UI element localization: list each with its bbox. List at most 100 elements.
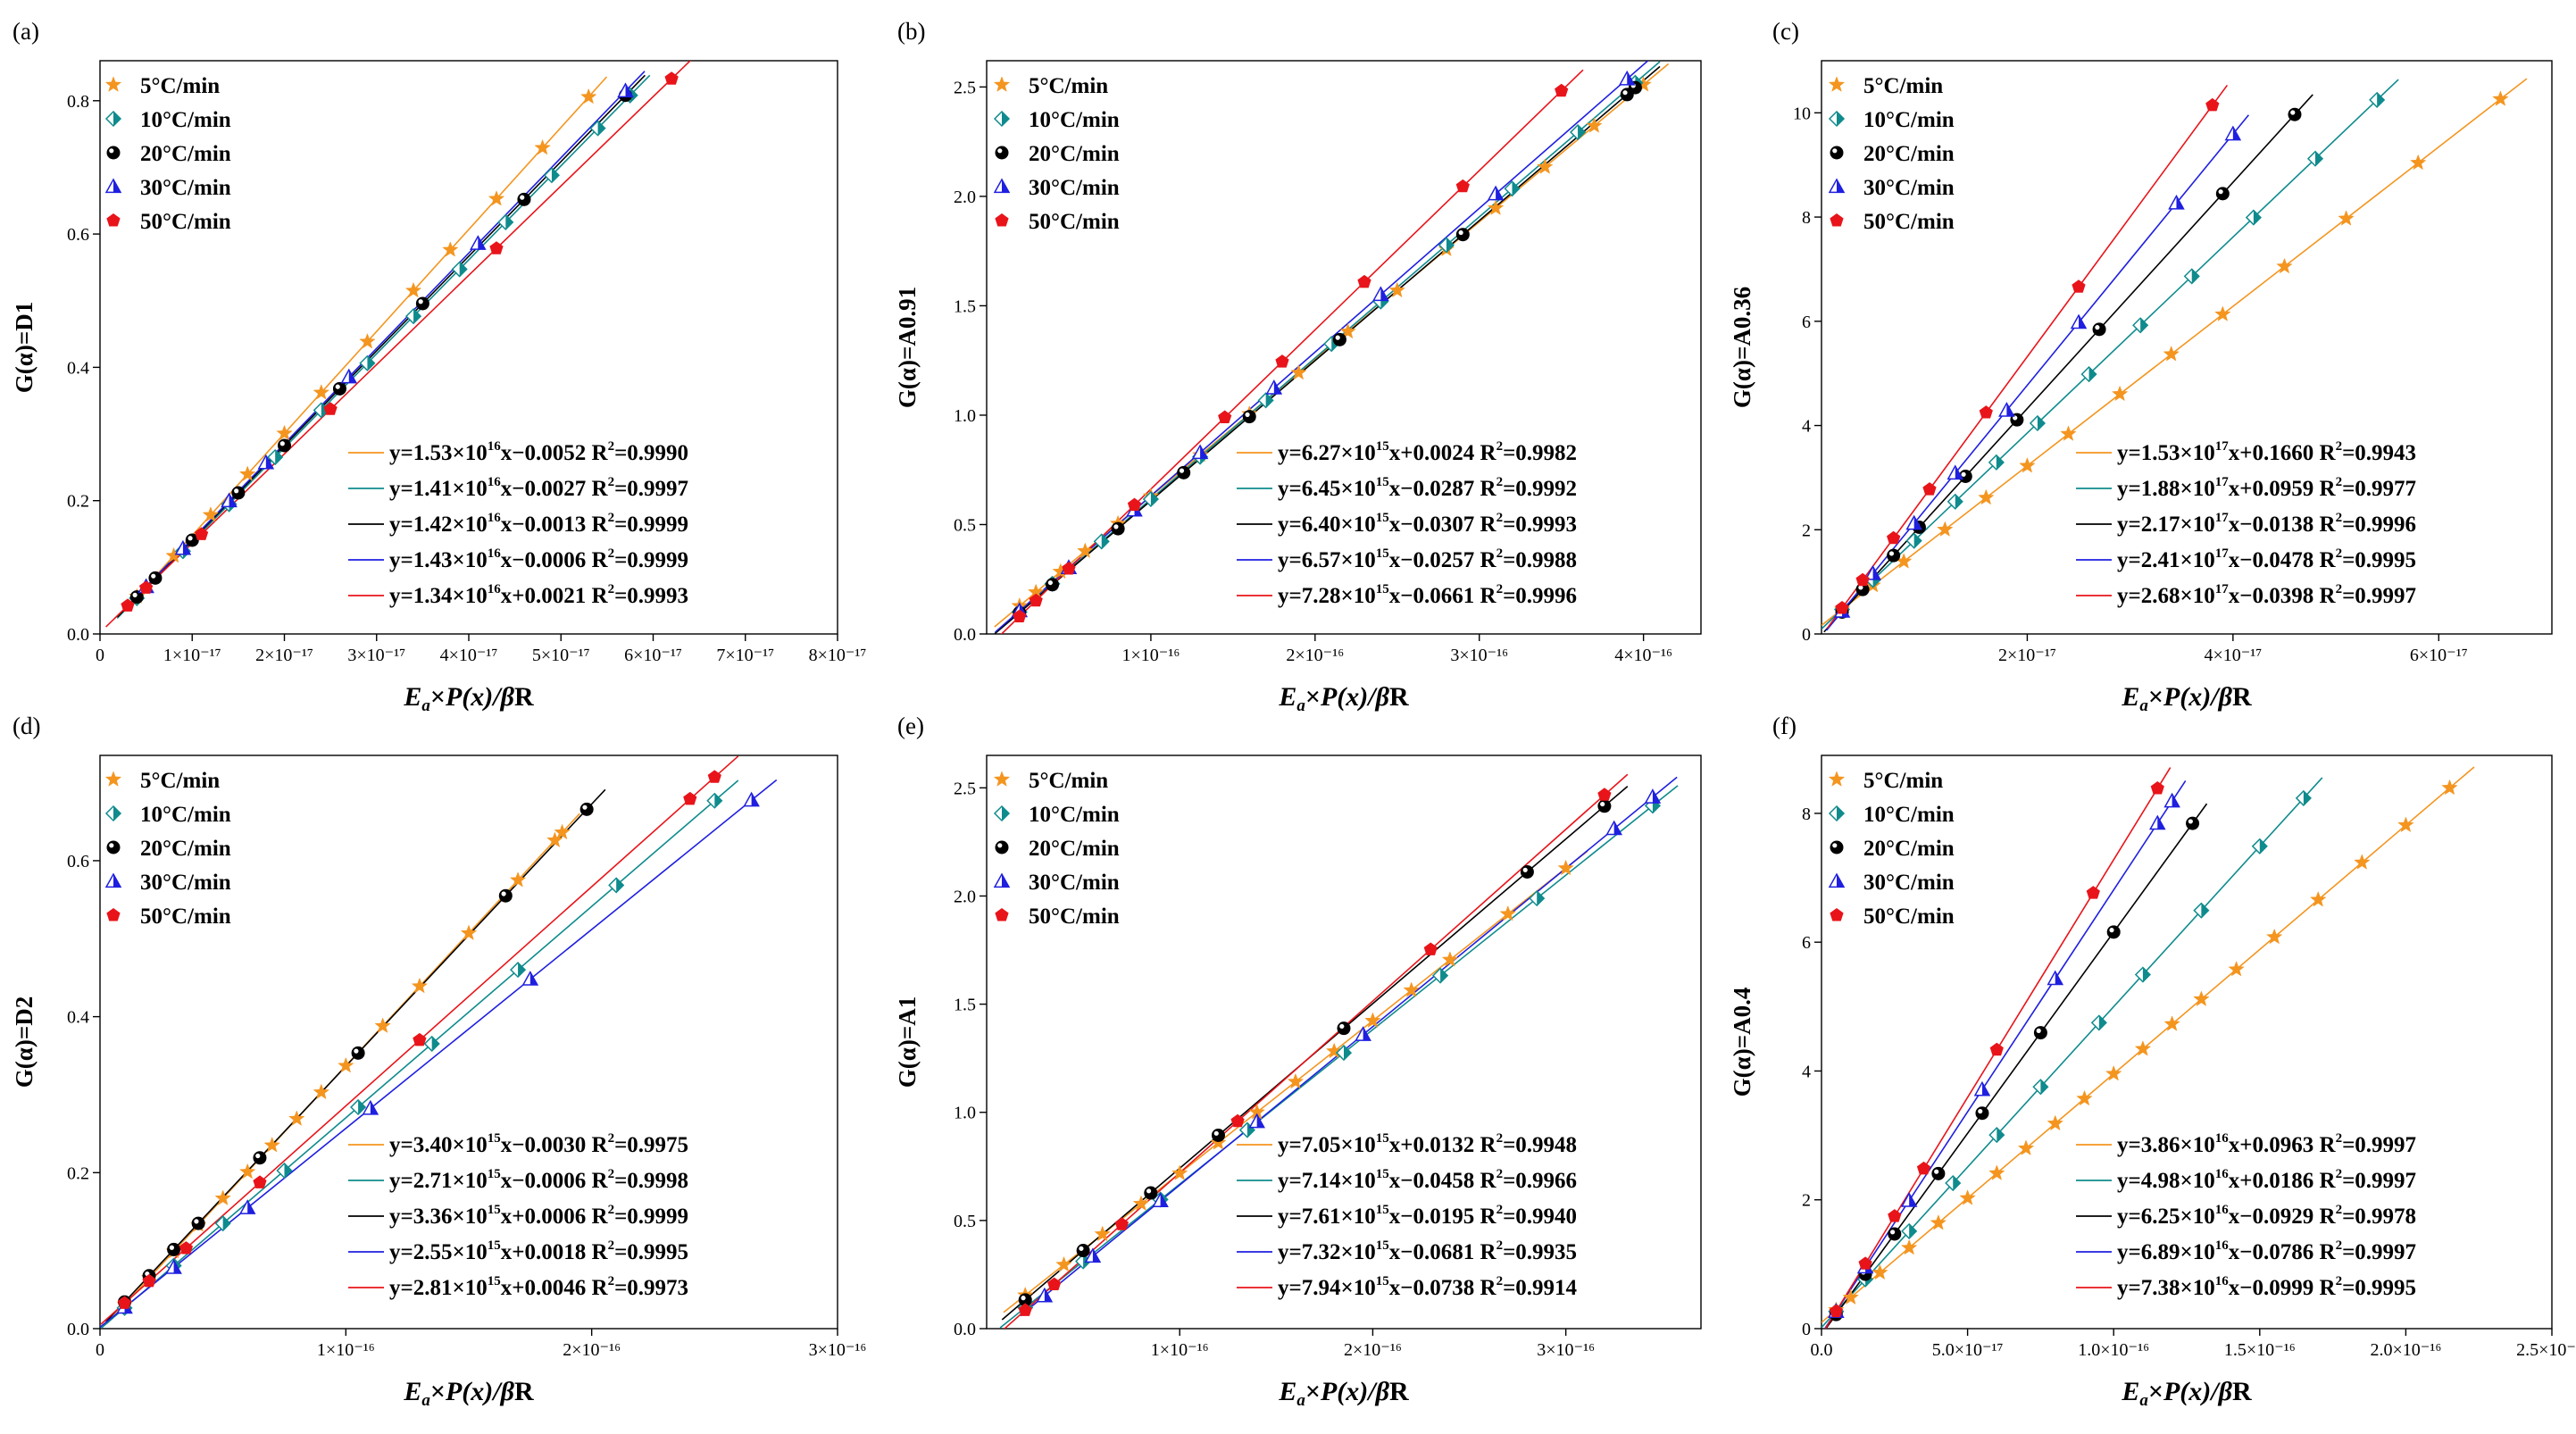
y-axis-label: G(α)=D2 — [11, 996, 38, 1088]
legend-label: 10°C/min — [1029, 108, 1120, 132]
x-tick-label: 0.0 — [1811, 1340, 1833, 1360]
data-point-5 — [534, 138, 551, 155]
legend-marker-10 — [1828, 805, 1846, 822]
fit-equation: y=1.34×1016x+0.0021 R2=0.9993 — [389, 582, 688, 608]
data-point-10 — [497, 213, 514, 230]
data-point-30 — [743, 791, 760, 807]
y-tick-label: 0.0 — [67, 625, 89, 645]
fit-line-5 — [1822, 766, 2475, 1323]
data-point-5 — [238, 465, 256, 481]
data-point-5 — [1403, 981, 1420, 997]
data-point-50 — [195, 527, 209, 540]
legend-label: 20°C/min — [1029, 142, 1120, 166]
data-point-5 — [488, 190, 505, 206]
data-point-30 — [1191, 444, 1209, 460]
data-point-30 — [1605, 820, 1622, 836]
plot-area — [999, 773, 1679, 1329]
fit-equation: y=2.68×1017x−0.0398 R2=0.9997 — [2117, 582, 2416, 608]
data-point-10 — [1988, 454, 2005, 471]
data-point-50 — [1829, 1304, 1843, 1318]
data-point-20 — [1211, 1128, 1225, 1142]
y-tick-label: 0.6 — [67, 225, 89, 245]
legend-label: 10°C/min — [1029, 803, 1120, 827]
data-point-10 — [1504, 180, 1521, 197]
data-point-10 — [1945, 1174, 1962, 1192]
y-tick-label: 0.2 — [67, 1163, 89, 1183]
x-tick-label: 2×10⁻¹⁶ — [1286, 646, 1344, 665]
data-point-10 — [1901, 1222, 1918, 1239]
data-point-10 — [2193, 902, 2210, 919]
data-point-5 — [2193, 990, 2210, 1006]
y-tick-label: 0.6 — [67, 852, 89, 871]
legend-label: 30°C/min — [140, 871, 231, 895]
data-point-20 — [1958, 469, 1972, 483]
data-point-5 — [1842, 1288, 1859, 1305]
y-axis-label: G(α)=D1 — [11, 302, 38, 393]
y-tick-label: 2.5 — [954, 78, 976, 97]
data-point-20 — [1332, 332, 1346, 346]
data-point-5 — [238, 1163, 256, 1180]
data-point-20 — [1975, 1106, 1989, 1121]
x-tick-label: 7×10⁻¹⁷ — [716, 646, 774, 665]
fit-equation: y=2.81×1015x+0.0046 R2=0.9973 — [389, 1274, 688, 1300]
fit-equation: y=1.88×1017x+0.0959 R2=0.9977 — [2117, 475, 2416, 501]
fit-line-30 — [1823, 780, 2187, 1329]
fit-equation: y=7.61×1015x−0.0195 R2=0.9940 — [1278, 1203, 1577, 1229]
data-point-5 — [442, 241, 459, 257]
fit-line-20 — [116, 74, 646, 618]
data-point-30 — [2149, 814, 2166, 830]
legend-marker-50 — [995, 908, 1009, 921]
data-point-50 — [142, 1273, 156, 1288]
x-tick-label: 1×10⁻¹⁶ — [317, 1340, 375, 1360]
legend-label: 30°C/min — [1029, 871, 1120, 895]
data-point-50 — [253, 1175, 267, 1188]
data-point-10 — [267, 448, 284, 466]
data-point-5 — [1290, 363, 1307, 380]
data-point-5 — [2338, 210, 2355, 226]
data-point-20 — [278, 438, 291, 453]
data-point-5 — [1171, 1164, 1188, 1180]
data-point-10 — [2134, 966, 2151, 983]
legend-label: 10°C/min — [140, 108, 231, 132]
x-tick-label: 0 — [96, 646, 104, 665]
data-point-30 — [1998, 402, 2015, 417]
data-point-30 — [1372, 286, 1389, 302]
data-point-10 — [543, 167, 560, 184]
legend-marker-30 — [993, 178, 1011, 194]
data-point-20 — [167, 1242, 181, 1256]
fit-equation: y=6.25×1016x−0.0929 R2=0.9978 — [2117, 1203, 2416, 1229]
data-point-5 — [1055, 1255, 1072, 1272]
x-tick-label: 2×10⁻¹⁶ — [563, 1340, 621, 1360]
data-point-50 — [179, 1241, 193, 1255]
data-point-30 — [521, 971, 539, 986]
data-point-20 — [1931, 1166, 1946, 1180]
legend-marker-10 — [104, 110, 122, 128]
data-point-20 — [2092, 322, 2106, 337]
data-point-50 — [1275, 354, 1289, 368]
data-point-10 — [423, 1035, 440, 1053]
data-point-20 — [332, 381, 346, 396]
legend-marker-5 — [1828, 771, 1846, 787]
data-point-20 — [1046, 578, 1060, 592]
y-tick-label: 8 — [1802, 208, 1811, 228]
data-point-50 — [1989, 1042, 2004, 1056]
legend-marker-5 — [993, 76, 1011, 92]
plot-area — [1822, 766, 2475, 1329]
legend-marker-5 — [993, 771, 1011, 787]
data-point-20 — [2288, 107, 2302, 121]
legend-label: 10°C/min — [1863, 108, 1955, 132]
legend-marker-5 — [104, 76, 122, 92]
plot-frame — [1821, 755, 2553, 1330]
data-point-5 — [2111, 385, 2129, 402]
data-point-5 — [404, 281, 422, 298]
legend-marker-10 — [104, 805, 122, 822]
data-point-50 — [1597, 788, 1612, 801]
data-point-5 — [2310, 890, 2327, 907]
x-tick-label: 6×10⁻¹⁷ — [624, 646, 682, 665]
data-point-20 — [1337, 1021, 1351, 1036]
data-point-50 — [1114, 1217, 1129, 1230]
legend-marker-20 — [1830, 840, 1844, 855]
panel-label: (f) — [1772, 713, 1797, 739]
y-tick-label: 6 — [1802, 313, 1811, 332]
data-point-5 — [313, 384, 330, 400]
